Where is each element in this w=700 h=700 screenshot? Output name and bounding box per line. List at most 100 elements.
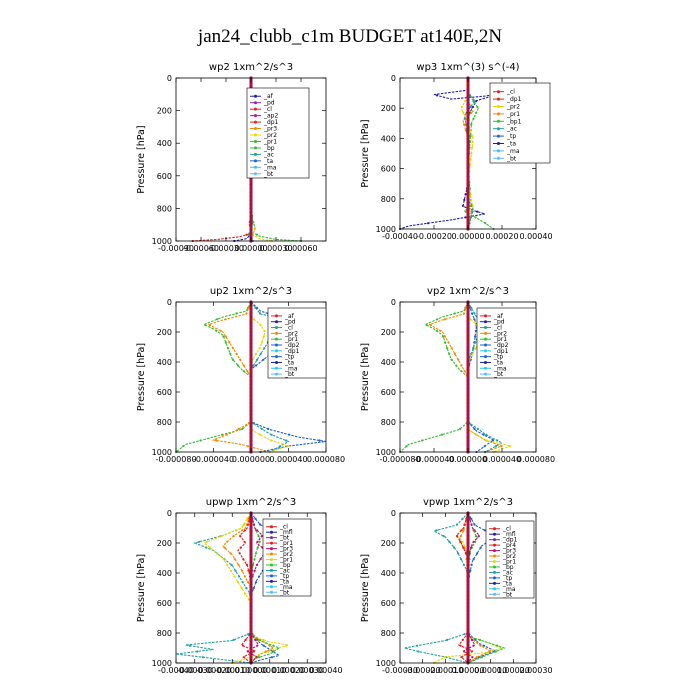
legend-label: _bp xyxy=(263,145,275,152)
x-tick-label: -0.00090 xyxy=(158,244,194,253)
legend-marker xyxy=(484,349,487,353)
series-line-orange xyxy=(207,301,270,453)
data-point xyxy=(241,427,244,430)
legend-marker xyxy=(497,149,500,153)
zero-line-marker xyxy=(466,219,470,224)
zero-line-marker xyxy=(466,352,470,357)
zero-line-marker xyxy=(466,412,470,417)
y-axis-label: Pressure [hPa] xyxy=(360,343,371,411)
y-tick-label: 800 xyxy=(381,418,396,427)
data-point xyxy=(226,563,229,567)
zero-line-marker xyxy=(249,560,253,564)
zero-line-marker xyxy=(466,189,470,193)
data-point xyxy=(252,586,255,590)
y-tick-label: 200 xyxy=(157,107,172,116)
data-point xyxy=(244,592,247,595)
data-point xyxy=(258,347,261,350)
data-point xyxy=(258,523,262,526)
data-point xyxy=(455,364,458,367)
x-tick-label: 0.00030 xyxy=(259,244,292,253)
data-point xyxy=(471,352,474,355)
zero-line-marker xyxy=(466,114,470,118)
zero-line-marker xyxy=(249,541,253,545)
zero-line-marker xyxy=(249,563,253,568)
zero-line-marker xyxy=(466,367,470,372)
legend-marker xyxy=(497,90,500,94)
data-point xyxy=(221,433,224,436)
legend-marker xyxy=(497,127,500,131)
data-point xyxy=(222,558,225,561)
data-point xyxy=(243,540,246,543)
legend-label: _ma xyxy=(279,584,293,591)
zero-line-marker xyxy=(466,401,470,405)
legend-label: _cl xyxy=(279,524,288,531)
legend-label: _tp xyxy=(493,354,503,361)
x-tick-label: -0.00020 xyxy=(405,666,441,675)
zero-line-marker xyxy=(249,227,253,231)
data-point xyxy=(478,638,481,642)
zero-line-marker xyxy=(466,121,470,125)
zero-line-marker xyxy=(466,178,470,182)
zero-line-marker xyxy=(249,307,253,312)
zero-line-marker xyxy=(466,597,470,601)
data-point xyxy=(483,529,486,532)
legend-label: _af xyxy=(493,313,504,320)
legend-label: _ac xyxy=(502,569,513,576)
data-point xyxy=(471,105,474,109)
data-point xyxy=(472,117,475,120)
x-tick-label: 0.00020 xyxy=(272,666,305,675)
legend-marker xyxy=(484,366,487,370)
zero-line-marker xyxy=(466,397,470,402)
zero-line-marker xyxy=(249,616,253,620)
data-point xyxy=(260,427,263,430)
data-point xyxy=(444,335,447,338)
legend-label: _pr2 xyxy=(493,330,507,337)
data-point xyxy=(259,558,262,561)
zero-line-marker xyxy=(249,556,253,560)
y-tick-label: 400 xyxy=(157,358,172,367)
zero-line-marker xyxy=(249,349,253,353)
zero-line-marker xyxy=(249,223,253,227)
data-point xyxy=(479,644,482,647)
data-point xyxy=(457,552,460,555)
y-tick-label: 1000 xyxy=(152,237,172,246)
zero-line-marker xyxy=(466,627,470,631)
y-axis-label: Pressure [hPa] xyxy=(136,125,147,193)
legend-marker xyxy=(254,94,257,98)
legend-label: _pr4 xyxy=(502,542,516,549)
data-point xyxy=(464,216,467,219)
data-point xyxy=(471,312,474,315)
data-point xyxy=(472,540,475,543)
zero-line-marker xyxy=(466,167,470,171)
legend-marker xyxy=(270,579,273,583)
data-point xyxy=(241,581,244,584)
data-point xyxy=(436,94,439,97)
data-point xyxy=(443,656,446,659)
y-axis-label: Pressure [hPa] xyxy=(136,554,147,622)
zero-line-marker xyxy=(466,360,470,364)
legend-label: _pr2 xyxy=(279,551,293,558)
data-point xyxy=(253,227,256,230)
zero-line-marker xyxy=(249,653,253,658)
legend-label: _pr3 xyxy=(279,546,293,553)
data-point xyxy=(461,540,464,543)
legend-marker xyxy=(270,530,273,534)
data-point xyxy=(463,117,467,120)
zero-line-marker xyxy=(466,646,470,650)
zero-line-marker xyxy=(249,371,253,375)
data-point xyxy=(473,529,476,532)
zero-line-marker xyxy=(249,650,253,654)
data-point xyxy=(246,581,250,584)
data-point xyxy=(260,535,263,538)
data-point xyxy=(208,324,211,327)
y-tick-label: 200 xyxy=(157,328,172,337)
zero-line-marker xyxy=(466,337,470,342)
zero-line-marker xyxy=(249,210,253,215)
x-tick-label: 0.00000 xyxy=(451,232,484,241)
data-point xyxy=(243,529,246,532)
y-tick-label: 800 xyxy=(381,629,396,638)
legend-marker xyxy=(254,114,257,118)
zero-line-marker xyxy=(466,420,470,424)
data-point xyxy=(224,335,227,338)
legend-label: _dp1 xyxy=(493,348,509,355)
